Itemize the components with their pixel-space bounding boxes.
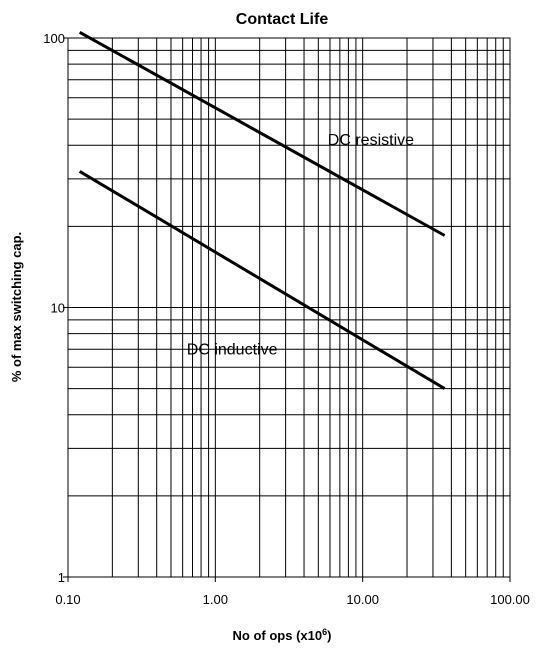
chart-title: Contact Life <box>236 11 329 28</box>
tick-labels: 0.10 1.00 10.00 100.00 1 10 100 <box>43 31 530 607</box>
series-label-dc-resistive: DC resistive <box>328 132 414 149</box>
x-tick-label: 1.00 <box>203 592 228 607</box>
y-tick-label: 1 <box>58 570 65 585</box>
series-line-dc-resistive <box>78 30 446 237</box>
series-lines <box>78 30 446 390</box>
series-label-dc-inductive: DC inductive <box>187 341 278 358</box>
x-tick-label: 0.10 <box>55 592 80 607</box>
grid <box>68 38 510 577</box>
y-tick-label: 10 <box>51 301 65 316</box>
y-axis-title: % of max switching cap. <box>9 232 24 382</box>
series-line-dc-inductive <box>78 170 446 390</box>
x-axis-title: No of ops (x106) <box>233 627 332 643</box>
x-tick-label: 100.00 <box>490 592 530 607</box>
x-tick-label: 10.00 <box>346 592 379 607</box>
y-tick-label: 100 <box>43 31 65 46</box>
